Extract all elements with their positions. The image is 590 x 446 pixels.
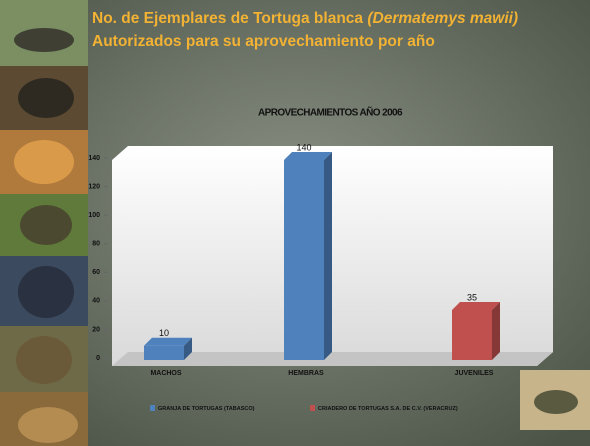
data-label: 140	[296, 142, 311, 152]
legend-label: CRIADERO DE TORTUGAS S.A. DE C.V. (VERAC…	[318, 406, 458, 412]
plot-wall	[112, 146, 553, 366]
bar-top	[452, 302, 500, 310]
slide-title: No. de Ejemplares de Tortuga blanca (Der…	[92, 10, 518, 27]
slide-subtitle: Autorizados para su aprovechamiento por …	[92, 33, 435, 50]
bar-side	[324, 152, 332, 360]
y-tick-label: 40	[92, 298, 100, 305]
legend-swatch	[310, 405, 315, 411]
bar-side	[184, 337, 192, 360]
x-tick-label: MACHOS	[150, 370, 181, 377]
title-italic: (Dermatemys mawii)	[367, 10, 518, 27]
photo-strip	[0, 0, 88, 446]
photo-corner	[520, 370, 590, 430]
x-tick-label: JUVENILES	[455, 370, 494, 377]
bar-top	[144, 337, 192, 346]
y-tick-label: 100	[88, 212, 100, 219]
legend-label: GRANJA DE TORTUGAS (TABASCO)	[158, 406, 255, 412]
y-tick-label: 0	[96, 355, 100, 362]
plot-floor	[112, 352, 553, 366]
y-tick-label: 80	[92, 241, 100, 248]
bar	[144, 345, 184, 360]
bar	[284, 160, 324, 360]
chart-title: APROVECHAMIENTOS AÑO 2006	[258, 106, 403, 119]
data-label: 35	[467, 292, 477, 302]
y-tick-label: 20	[92, 326, 100, 333]
bar-top	[284, 152, 332, 160]
x-tick-label: HEMBRAS	[288, 370, 324, 377]
bar	[452, 310, 492, 360]
legend-swatch	[150, 405, 155, 411]
bar-side	[492, 302, 500, 360]
y-tick-label: 140	[88, 155, 100, 162]
title-text: No. de Ejemplares de Tortuga blanca	[92, 10, 367, 27]
y-tick-label: 120	[88, 183, 100, 190]
data-label: 10	[159, 328, 169, 338]
chart: 0 20 40 60 80 100 120 140 MACHOS HEMBRAS JUVENILES…	[88, 142, 500, 412]
y-tick-label: 60	[92, 269, 100, 276]
